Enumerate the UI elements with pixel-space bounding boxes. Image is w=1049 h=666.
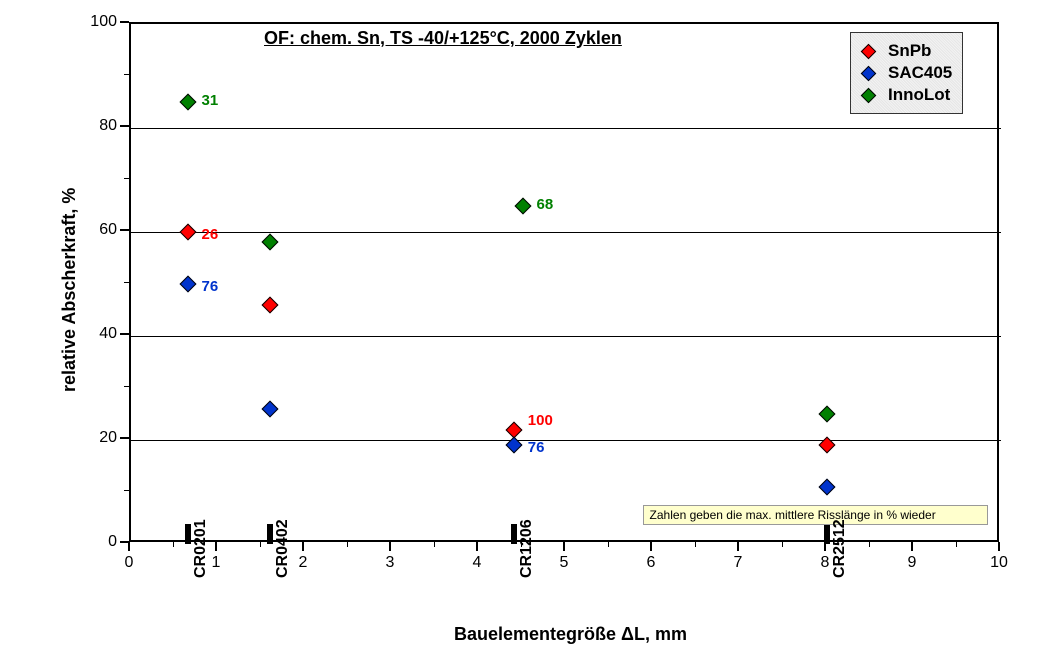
marker-diamond	[179, 276, 196, 293]
xtick	[302, 542, 304, 551]
xtick-minor	[347, 542, 348, 547]
ytick	[120, 437, 129, 439]
ytick-minor	[124, 490, 129, 491]
gridline-h	[131, 440, 1001, 441]
xtick-label: 2	[299, 554, 308, 572]
xtick-minor	[695, 542, 696, 547]
xtick-label: 5	[560, 554, 569, 572]
legend-label: SAC405	[888, 63, 952, 83]
y-axis-label: relative Abscherkraft, %	[59, 188, 80, 392]
note-box: Zahlen geben die max. mittlere Risslänge…	[643, 505, 988, 525]
xtick-label: 8	[821, 554, 830, 572]
marker-diamond	[262, 296, 279, 313]
xtick	[911, 542, 913, 551]
ytick-label: 100	[89, 13, 117, 31]
point-label: 76	[202, 278, 219, 295]
legend: SnPbSAC405InnoLot	[850, 32, 963, 114]
xtick-label: 10	[990, 554, 1008, 572]
category-tick	[511, 524, 517, 544]
legend-marker-diamond	[861, 65, 877, 81]
point-label: 100	[528, 412, 553, 429]
gridline-h	[131, 336, 1001, 337]
category-label: CR2512	[831, 519, 849, 578]
legend-item: SAC405	[859, 63, 952, 83]
xtick-label: 4	[473, 554, 482, 572]
xtick	[650, 542, 652, 551]
ytick-label: 0	[89, 533, 117, 551]
xtick-minor	[869, 542, 870, 547]
xtick	[998, 542, 1000, 551]
xtick	[389, 542, 391, 551]
category-tick	[267, 524, 273, 544]
ytick-minor	[124, 74, 129, 75]
xtick-minor	[173, 542, 174, 547]
xtick-label: 7	[734, 554, 743, 572]
point-label: 26	[202, 226, 219, 243]
xtick	[737, 542, 739, 551]
xtick	[563, 542, 565, 551]
xtick-minor	[608, 542, 609, 547]
marker-diamond	[262, 400, 279, 417]
point-label: 31	[202, 92, 219, 109]
xtick	[824, 542, 826, 551]
legend-marker-diamond	[861, 87, 877, 103]
category-tick	[824, 524, 830, 544]
xtick-label: 9	[908, 554, 917, 572]
xtick	[476, 542, 478, 551]
xtick-label: 0	[125, 554, 134, 572]
xtick-minor	[260, 542, 261, 547]
x-axis-label: Bauelementegröße ΔL, mm	[454, 624, 687, 645]
ytick-label: 40	[89, 325, 117, 343]
point-label: 76	[528, 439, 545, 456]
legend-label: InnoLot	[888, 85, 950, 105]
xtick-label: 3	[386, 554, 395, 572]
legend-item: InnoLot	[859, 85, 952, 105]
ytick-minor	[124, 178, 129, 179]
chart-container: 2610076763168Zahlen geben die max. mittl…	[0, 0, 1049, 666]
category-label: CR0201	[192, 519, 210, 578]
xtick	[215, 542, 217, 551]
ytick-label: 80	[89, 117, 117, 135]
marker-diamond	[819, 478, 836, 495]
xtick-minor	[782, 542, 783, 547]
gridline-h	[131, 128, 1001, 129]
legend-label: SnPb	[888, 41, 931, 61]
marker-diamond	[179, 94, 196, 111]
point-label: 68	[537, 196, 554, 213]
ytick-minor	[124, 386, 129, 387]
marker-diamond	[514, 198, 531, 215]
xtick-label: 1	[212, 554, 221, 572]
ytick-label: 20	[89, 429, 117, 447]
ytick	[120, 21, 129, 23]
category-tick	[185, 524, 191, 544]
legend-marker-diamond	[861, 43, 877, 59]
category-label: CR1206	[518, 519, 536, 578]
gridline-h	[131, 232, 1001, 233]
marker-diamond	[179, 224, 196, 241]
ytick	[120, 125, 129, 127]
marker-diamond	[819, 406, 836, 423]
ytick	[120, 229, 129, 231]
ytick-minor	[124, 282, 129, 283]
xtick-label: 6	[647, 554, 656, 572]
chart-title: OF: chem. Sn, TS -40/+125°C, 2000 Zyklen	[264, 28, 622, 49]
ytick-label: 60	[89, 221, 117, 239]
marker-diamond	[262, 234, 279, 251]
legend-item: SnPb	[859, 41, 952, 61]
ytick	[120, 333, 129, 335]
xtick-minor	[434, 542, 435, 547]
category-label: CR0402	[274, 519, 292, 578]
xtick-minor	[956, 542, 957, 547]
xtick	[128, 542, 130, 551]
